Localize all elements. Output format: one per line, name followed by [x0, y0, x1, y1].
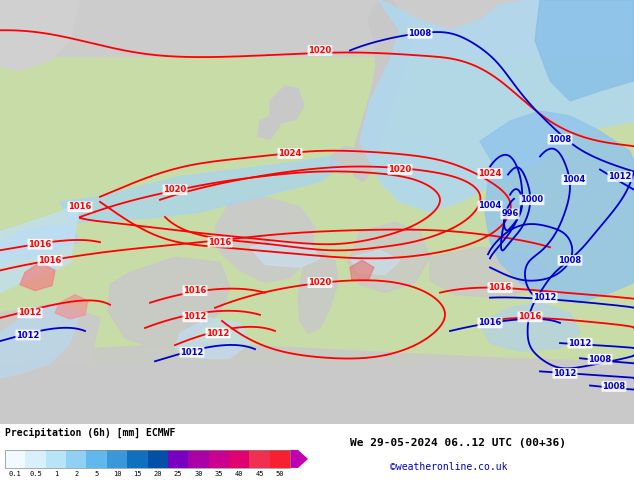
Bar: [229, 450, 249, 468]
Text: 25: 25: [174, 471, 183, 477]
Text: 1020: 1020: [308, 278, 332, 287]
Bar: [0, 0, 634, 61]
Polygon shape: [0, 303, 80, 378]
Text: 1012: 1012: [206, 328, 230, 338]
Text: 1012: 1012: [568, 339, 592, 347]
Bar: [0, 0, 634, 363]
Text: 1016: 1016: [478, 318, 501, 327]
Text: 1012: 1012: [180, 348, 204, 357]
FancyArrow shape: [290, 450, 308, 468]
Text: 1020: 1020: [164, 185, 186, 194]
Text: 1012: 1012: [533, 293, 557, 302]
Text: 1012: 1012: [16, 331, 40, 340]
Polygon shape: [0, 343, 634, 424]
Text: 1016: 1016: [29, 240, 52, 249]
Bar: [249, 450, 269, 468]
Polygon shape: [350, 250, 400, 274]
Polygon shape: [0, 303, 100, 378]
Text: 1012: 1012: [608, 172, 631, 181]
Text: 1016: 1016: [183, 286, 207, 295]
Text: 20: 20: [153, 471, 162, 477]
Text: 1008: 1008: [602, 382, 626, 391]
Polygon shape: [270, 86, 304, 123]
Bar: [25, 450, 46, 468]
Text: 1: 1: [54, 471, 58, 477]
Text: 1020: 1020: [308, 46, 332, 55]
Bar: [148, 450, 168, 468]
Polygon shape: [0, 156, 340, 262]
Polygon shape: [0, 202, 80, 293]
Bar: [5, 450, 290, 468]
Text: 1008: 1008: [559, 256, 581, 265]
Polygon shape: [0, 0, 80, 71]
Polygon shape: [215, 197, 315, 283]
Polygon shape: [430, 247, 550, 298]
Polygon shape: [20, 262, 55, 291]
Bar: [0, 0, 634, 55]
Polygon shape: [175, 318, 250, 358]
Text: ©weatheronline.co.uk: ©weatheronline.co.uk: [390, 462, 507, 472]
Text: 1012: 1012: [553, 369, 577, 378]
Text: 996: 996: [501, 209, 519, 219]
Bar: [209, 450, 229, 468]
Polygon shape: [330, 147, 362, 173]
Bar: [188, 450, 209, 468]
Text: 1008: 1008: [408, 29, 432, 38]
Text: 15: 15: [133, 471, 141, 477]
Text: 1000: 1000: [521, 196, 543, 204]
Bar: [269, 450, 290, 468]
Text: 2: 2: [74, 471, 79, 477]
Bar: [168, 450, 188, 468]
Text: 30: 30: [194, 471, 203, 477]
Polygon shape: [480, 111, 634, 303]
Polygon shape: [360, 0, 634, 212]
Polygon shape: [55, 294, 88, 319]
Polygon shape: [350, 260, 374, 281]
Bar: [107, 450, 127, 468]
Polygon shape: [250, 240, 320, 268]
Text: 1016: 1016: [488, 283, 512, 292]
Text: Precipitation (6h) [mm] ECMWF: Precipitation (6h) [mm] ECMWF: [5, 428, 176, 438]
Text: 50: 50: [276, 471, 284, 477]
Text: 0.5: 0.5: [29, 471, 42, 477]
Polygon shape: [348, 222, 430, 293]
Polygon shape: [535, 0, 634, 101]
Text: 5: 5: [94, 471, 99, 477]
Text: 0.1: 0.1: [9, 471, 22, 477]
Text: 45: 45: [256, 471, 264, 477]
Text: 1016: 1016: [38, 256, 61, 265]
Bar: [86, 450, 107, 468]
Text: 1024: 1024: [478, 169, 501, 178]
Text: 1012: 1012: [18, 308, 42, 318]
Bar: [66, 450, 86, 468]
Text: 40: 40: [235, 471, 243, 477]
Text: 10: 10: [113, 471, 121, 477]
Text: 1016: 1016: [68, 202, 92, 211]
Text: 1012: 1012: [183, 313, 207, 321]
Text: We 29-05-2024 06..12 UTC (00+36): We 29-05-2024 06..12 UTC (00+36): [350, 438, 566, 448]
Bar: [5, 450, 25, 468]
Text: 1016: 1016: [519, 313, 541, 321]
Text: 1024: 1024: [278, 149, 302, 158]
Text: 1004: 1004: [562, 175, 586, 184]
Text: 1008: 1008: [548, 135, 572, 144]
Text: 1008: 1008: [588, 355, 612, 364]
Text: 35: 35: [214, 471, 223, 477]
Text: 1016: 1016: [209, 238, 231, 246]
Bar: [0, 0, 634, 232]
Text: 1020: 1020: [389, 165, 411, 174]
Polygon shape: [480, 303, 580, 351]
Text: 1004: 1004: [479, 201, 501, 210]
Polygon shape: [352, 0, 412, 182]
Polygon shape: [298, 250, 338, 333]
Bar: [0, 232, 634, 424]
Bar: [46, 450, 66, 468]
Bar: [127, 450, 148, 468]
Polygon shape: [258, 113, 280, 139]
Polygon shape: [108, 257, 230, 348]
